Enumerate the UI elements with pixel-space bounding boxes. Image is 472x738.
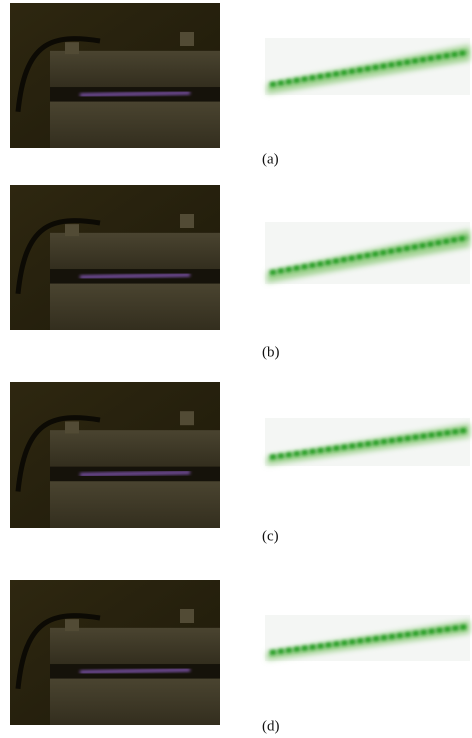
streak-image [265,615,470,661]
panel: (b) [10,185,470,360]
photo [10,3,220,148]
streak [269,235,469,276]
streak [269,49,469,88]
plasma [79,273,191,279]
bolt [180,609,194,623]
device-top [50,232,220,270]
photo [10,580,220,725]
bolt [180,32,194,46]
cable [15,218,101,295]
cable [15,36,101,113]
bolt [65,619,79,632]
cable [15,415,101,492]
device-bottom [50,481,220,528]
bolt [65,224,79,237]
device-top [50,627,220,665]
panel: (c) [10,382,470,544]
bolt [180,214,194,228]
device-bottom [50,101,220,148]
device-bottom [50,678,220,725]
streak [269,624,469,656]
photo [10,185,220,330]
device-top [50,50,220,88]
streak-image [265,222,470,284]
device-bottom [50,283,220,330]
cable [15,613,101,690]
photo [10,382,220,528]
panel-label: (a) [262,151,279,167]
panel: (d) [10,580,470,734]
device-top [50,430,220,467]
panel: (a) [10,3,470,167]
panel-label: (b) [262,344,280,360]
streak-image [265,38,470,95]
bolt [65,421,79,434]
bolt [180,411,194,426]
panel-label: (c) [262,528,279,544]
panel-label: (d) [262,718,280,734]
streak [269,427,469,460]
plasma [79,668,191,674]
bolt [65,42,79,55]
plasma [79,471,191,477]
streak-image [265,418,470,466]
plasma [79,91,191,97]
